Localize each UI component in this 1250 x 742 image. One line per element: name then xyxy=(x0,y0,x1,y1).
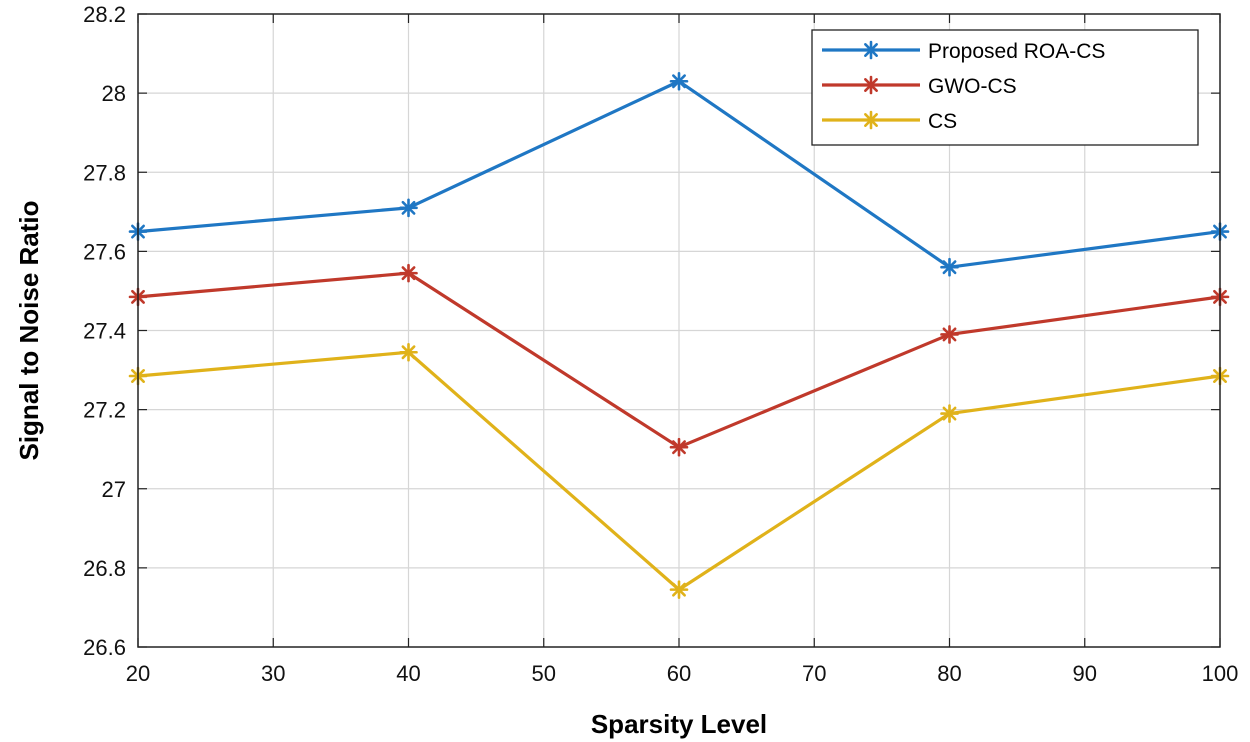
y-tick-label: 28 xyxy=(102,81,126,106)
data-point-marker xyxy=(669,71,689,91)
x-axis-title: Sparsity Level xyxy=(591,709,767,739)
x-tick-label: 70 xyxy=(802,661,826,686)
y-tick-label: 26.6 xyxy=(83,635,126,660)
legend-marker xyxy=(861,110,881,130)
data-point-marker xyxy=(940,325,959,344)
x-tick-label: 30 xyxy=(261,661,285,686)
data-point-marker xyxy=(669,580,689,599)
x-tick-label: 90 xyxy=(1073,661,1097,686)
legend-label: CS xyxy=(928,110,957,133)
legend-label: Proposed ROA-CS xyxy=(928,40,1105,63)
x-tick-label: 80 xyxy=(937,661,961,686)
x-tick-label: 50 xyxy=(532,661,556,686)
data-point-marker xyxy=(940,404,959,423)
data-point-marker xyxy=(399,263,418,283)
legend-label: GWO-CS xyxy=(928,75,1017,98)
x-tick-label: 60 xyxy=(667,661,691,686)
data-point-marker xyxy=(399,342,418,362)
y-tick-label: 27 xyxy=(102,477,126,502)
y-tick-label: 28.2 xyxy=(83,2,126,27)
data-point-marker xyxy=(669,437,689,457)
y-tick-label: 27.4 xyxy=(83,319,126,344)
y-axis-ticks: 26.6 26.8 27 27.2 27.4 27.6 27.8 28 28.2 xyxy=(83,2,1220,660)
x-axis-ticks: 20 30 40 50 60 70 80 90 100 xyxy=(126,14,1239,686)
legend-marker xyxy=(861,40,881,60)
y-tick-label: 27.8 xyxy=(83,160,126,185)
data-point-marker xyxy=(399,198,418,218)
legend: Proposed ROA-CS GWO-CS CS xyxy=(811,29,1199,146)
data-point-marker xyxy=(940,257,959,277)
y-tick-label: 27.2 xyxy=(83,398,126,423)
y-tick-label: 27.6 xyxy=(83,239,126,264)
legend-marker xyxy=(861,75,881,95)
x-tick-label: 100 xyxy=(1202,661,1239,686)
y-tick-label: 26.8 xyxy=(83,556,126,581)
x-tick-label: 20 xyxy=(126,661,150,686)
y-axis-title: Signal to Noise Ratio xyxy=(14,200,44,460)
x-tick-label: 40 xyxy=(396,661,420,686)
